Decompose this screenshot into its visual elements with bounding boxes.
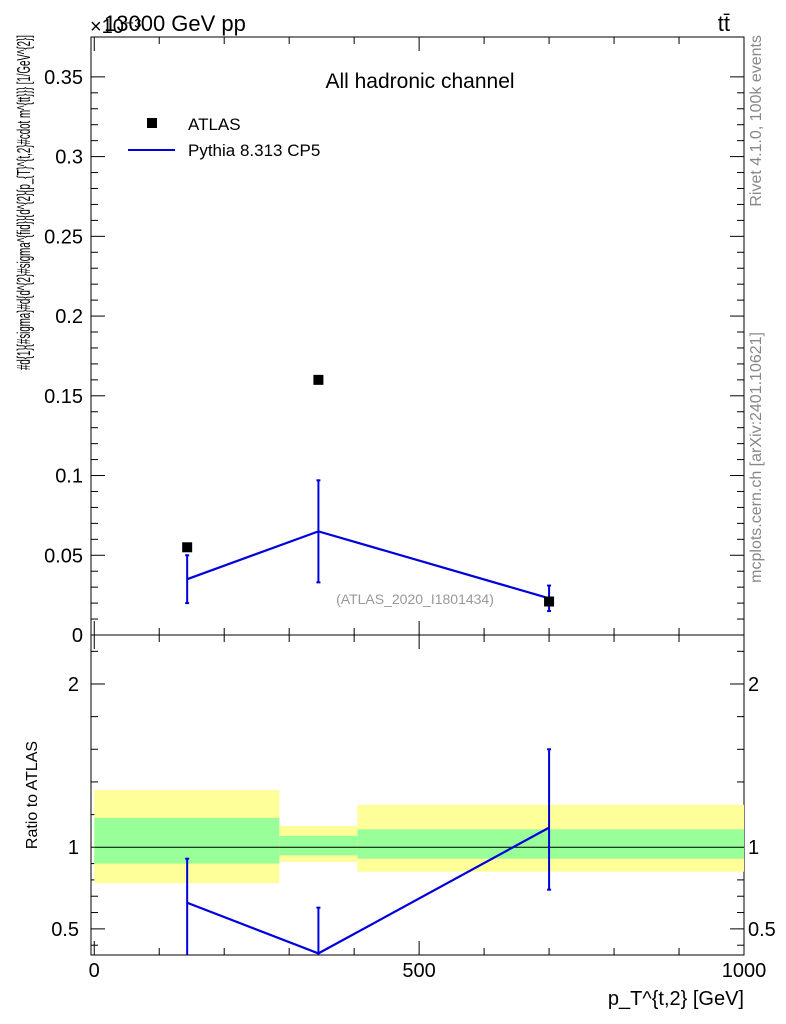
- green-uncertainty-band: [279, 835, 358, 856]
- legend-atlas-marker: [147, 118, 157, 128]
- lower-axes: 0 500 1000 0.5 0.5 1 1 2 2: [51, 635, 776, 982]
- header-energy-label: 13000 GeV pp: [104, 11, 246, 36]
- uncertainty-bands: [94, 790, 744, 884]
- legend-pythia-label: Pythia 8.313 CP5: [188, 141, 320, 160]
- upper-y-tick-label: 0.2: [55, 306, 83, 328]
- legend-atlas-label: ATLAS: [188, 115, 241, 134]
- upper-y-tick-label: 0.25: [44, 226, 83, 248]
- lower-y-tick-label: 1: [68, 837, 79, 859]
- upper-y-tick-label: 0.35: [44, 67, 83, 89]
- x-tick-label: 0: [89, 960, 100, 982]
- upper-y-axis: 0 0.05 0.1 0.15 0.2 0.25 0.3 0.35: [44, 37, 745, 647]
- lower-y-tick-label-right: 1: [748, 837, 759, 859]
- green-uncertainty-band: [357, 829, 744, 859]
- upper-y-tick-label: 0: [72, 625, 83, 647]
- lower-y-axis-title: Ratio to ATLAS: [24, 741, 41, 849]
- lower-y-tick-label-right: 2: [748, 674, 759, 696]
- upper-data-marks: [182, 374, 555, 613]
- lower-y-tick-label: 2: [68, 674, 79, 696]
- mcplots-source-label: mcplots.cern.ch [arXiv:2401.10621]: [748, 332, 765, 583]
- lower-y-tick-label-right: 0.5: [748, 919, 776, 941]
- upper-y-axis-title: #d{1}{#sigma}#d{d^{2}#sigma^{fid}}{d^{2}…: [14, 35, 35, 370]
- atlas-data-point: [544, 596, 555, 607]
- x-tick-label: 500: [402, 960, 435, 982]
- lower-plot-frame: [90, 634, 745, 956]
- upper-y-tick-label: 0.1: [55, 466, 83, 488]
- chart-title: All hadronic channel: [325, 70, 514, 93]
- lower-data-marks: [185, 748, 552, 955]
- pythia-line: [186, 530, 550, 600]
- upper-y-tick-label: 0.3: [55, 147, 83, 169]
- green-uncertainty-band: [94, 817, 280, 864]
- atlas-data-point: [182, 542, 193, 553]
- upper-y-tick-label: 0.15: [44, 386, 83, 408]
- atlas-data-point: [313, 374, 324, 385]
- header-exponent-label: ×10⁻³: [90, 16, 141, 38]
- analysis-id-annotation: (ATLAS_2020_I1801434): [336, 591, 494, 607]
- x-tick-label: 1000: [722, 960, 767, 982]
- lower-y-tick-label: 0.5: [51, 919, 79, 941]
- x-axis-title: p_T^{t,2} [GeV]: [608, 988, 744, 1010]
- header-process-label: tt̄: [718, 11, 730, 36]
- rivet-version-label: Rivet 4.1.0, 100k events: [748, 35, 765, 207]
- upper-y-tick-label: 0.05: [44, 545, 83, 567]
